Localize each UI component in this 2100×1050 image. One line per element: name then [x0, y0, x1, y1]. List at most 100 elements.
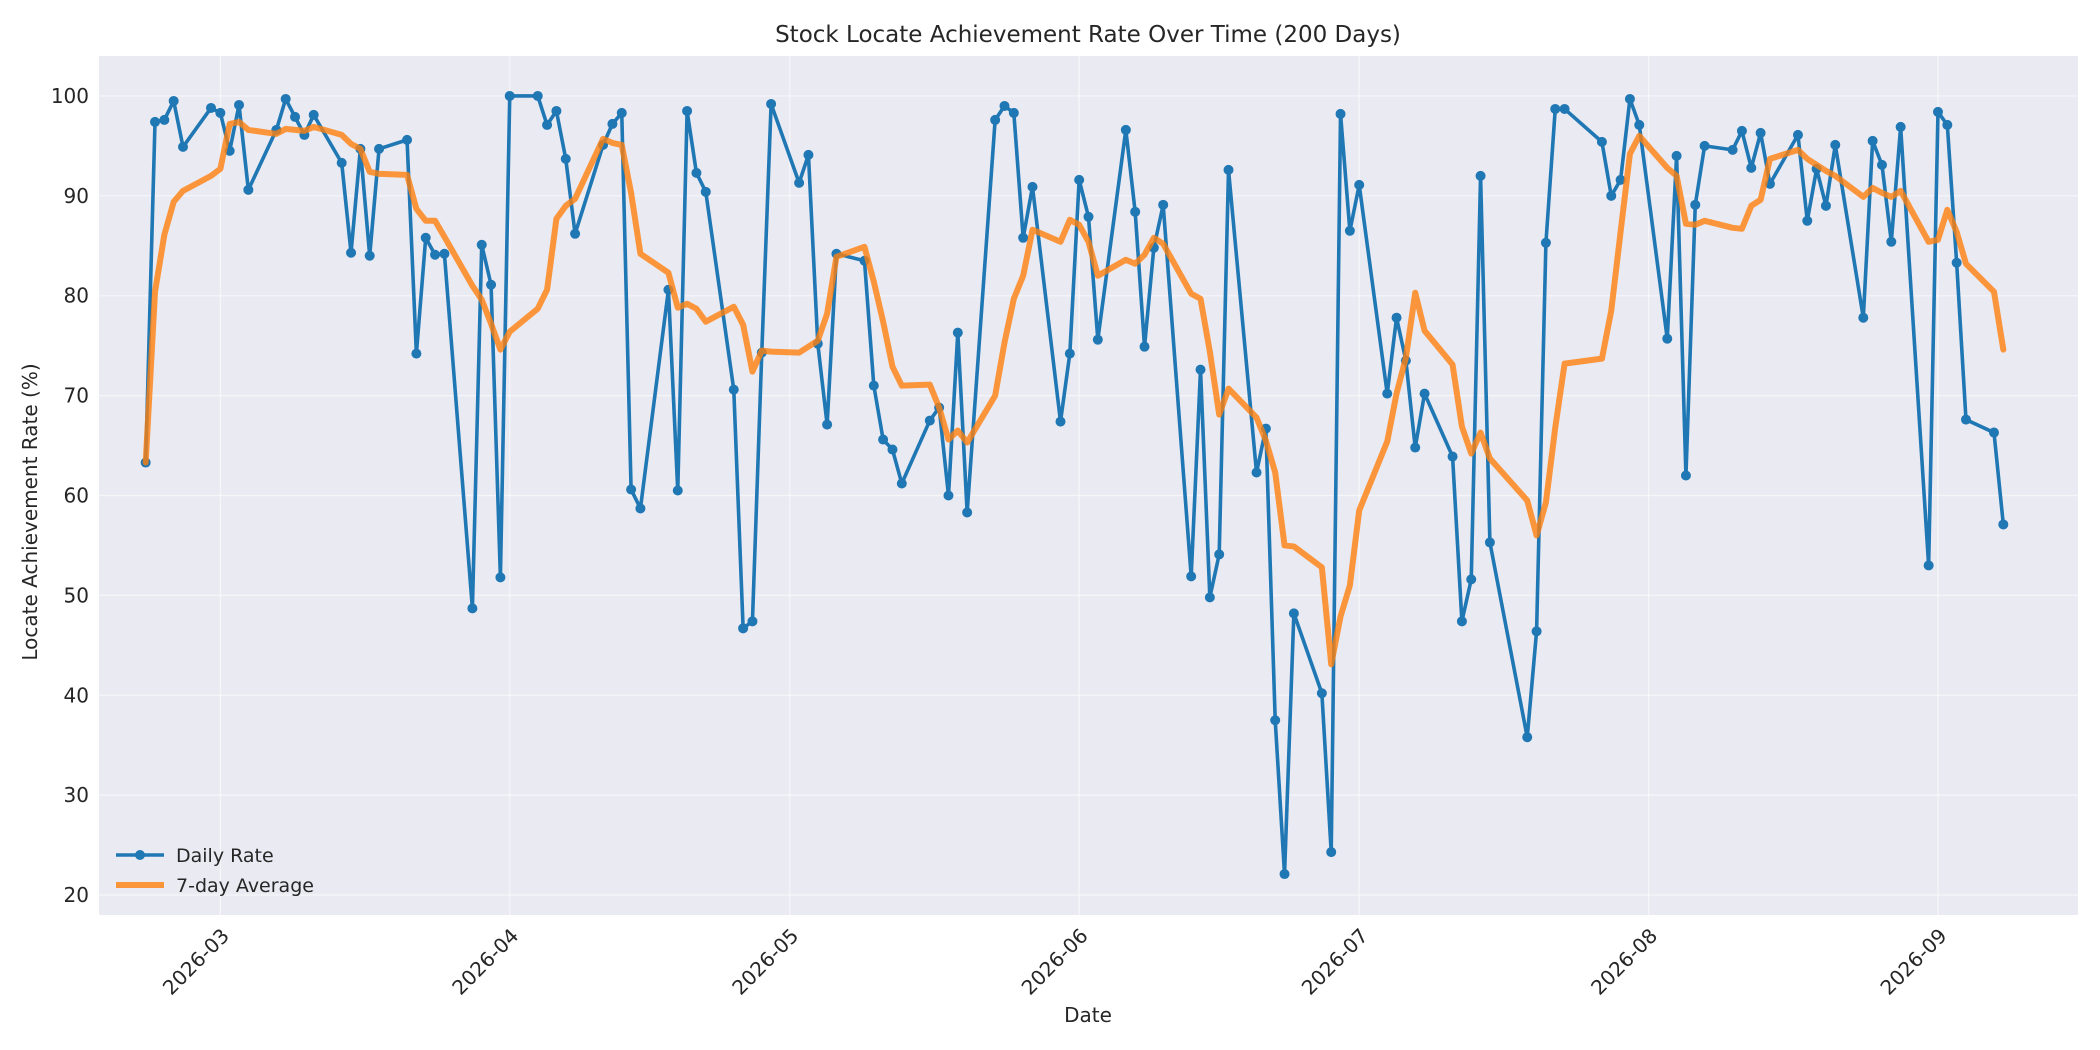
daily-rate-point [1867, 135, 1878, 146]
daily-rate-point [560, 153, 571, 164]
daily-rate-point [1382, 388, 1393, 399]
daily-rate-point [1820, 200, 1831, 211]
daily-rate-point [728, 384, 739, 395]
x-tick-label: 2026-06 [1017, 924, 1093, 1000]
daily-rate-point [178, 141, 189, 152]
daily-rate-point [896, 478, 907, 489]
daily-rate-point [1951, 257, 1962, 268]
daily-rate-point [1064, 348, 1075, 359]
daily-rate-point [1736, 125, 1747, 136]
daily-rate-point [1074, 174, 1085, 185]
daily-rate-point [168, 95, 179, 106]
daily-rate-point [1932, 106, 1943, 117]
daily-rate-point [1596, 136, 1607, 147]
x-tick-label: 2026-05 [727, 924, 803, 1000]
daily-rate-point [747, 616, 758, 627]
daily-rate-point [346, 247, 357, 258]
y-tick-label: 80 [64, 284, 89, 308]
daily-rate-point [570, 228, 581, 239]
daily-rate-point [616, 107, 627, 118]
daily-rate-point [1354, 179, 1365, 190]
daily-rate-point [467, 603, 478, 614]
daily-rate-point [1083, 211, 1094, 222]
chart-title: Stock Locate Achievement Rate Over Time … [775, 22, 1401, 48]
daily-rate-point [1792, 129, 1803, 140]
daily-rate-point [374, 143, 385, 154]
daily-rate-point [990, 114, 1001, 125]
daily-rate-point [1456, 616, 1467, 627]
daily-rate-point [822, 419, 833, 430]
daily-rate-point [1130, 206, 1141, 217]
x-tick-label: 2026-04 [447, 924, 523, 1000]
daily-rate-point [1531, 626, 1542, 637]
daily-rate-point [411, 348, 422, 359]
daily-rate-point [1634, 119, 1645, 130]
y-tick-label: 90 [64, 184, 89, 208]
daily-rate-point [1335, 108, 1346, 119]
daily-rate-point [868, 380, 879, 391]
daily-rate-point [1876, 159, 1887, 170]
daily-rate-point [1998, 519, 2009, 530]
daily-rate-point [1326, 847, 1337, 858]
plot-area [99, 56, 2078, 915]
daily-rate-point [243, 184, 254, 195]
legend-daily-rate-marker [135, 850, 145, 860]
y-tick-label: 30 [64, 783, 89, 807]
daily-rate-point [308, 109, 319, 120]
daily-rate-point [364, 250, 375, 261]
daily-rate-point [486, 279, 497, 290]
daily-rate-point [495, 572, 506, 583]
daily-rate-point [1223, 164, 1234, 175]
y-tick-label: 40 [64, 683, 89, 707]
daily-rate-point [1344, 225, 1355, 236]
x-tick-label: 2026-03 [158, 924, 234, 1000]
daily-rate-point [1522, 732, 1533, 743]
daily-rate-point [1447, 451, 1458, 462]
daily-rate-point [1802, 215, 1813, 226]
daily-rate-point [1671, 150, 1682, 161]
daily-rate-point [1018, 232, 1029, 243]
daily-rate-point [1139, 341, 1150, 352]
daily-rate-point [803, 149, 814, 160]
series-layer [140, 90, 2009, 880]
daily-rate-point [504, 90, 515, 101]
daily-rate-point [999, 100, 1010, 111]
daily-rate-point [1988, 427, 1999, 438]
y-tick-label: 50 [64, 583, 89, 607]
daily-rate-point [1923, 560, 1934, 571]
daily-rate-point [1484, 537, 1495, 548]
legend-seven-day-label: 7-day Average [176, 875, 314, 897]
daily-rate-point [766, 98, 777, 109]
daily-rate-point [420, 232, 431, 243]
daily-rate-point [626, 484, 637, 495]
daily-rate-point [542, 119, 553, 130]
daily-rate-point [924, 415, 935, 426]
x-axis-label: Date [1064, 1003, 1112, 1027]
daily-rate-point [439, 248, 450, 259]
daily-rate-point [794, 177, 805, 188]
daily-rate-point [1540, 237, 1551, 248]
daily-rate-point [402, 134, 413, 145]
daily-rate-point [1214, 549, 1225, 560]
daily-rate-point [1466, 574, 1477, 585]
daily-rate-point [336, 157, 347, 168]
daily-rate-point [1316, 688, 1327, 699]
daily-rate-point [1662, 333, 1673, 344]
daily-rate-point [1008, 107, 1019, 118]
daily-rate-point [1288, 608, 1299, 619]
daily-rate-point [1027, 181, 1038, 192]
daily-rate-point [1606, 190, 1617, 201]
daily-rate-point [234, 99, 245, 110]
daily-rate-point [1279, 869, 1290, 880]
daily-rate-point [1410, 442, 1421, 453]
daily-rate-point [943, 490, 954, 501]
y-tick-label: 100 [51, 84, 89, 108]
daily-rate-point [1858, 312, 1869, 323]
daily-rate-point [1830, 139, 1841, 150]
daily-rate-point [887, 444, 898, 455]
daily-rate-point [1475, 170, 1486, 181]
y-tick-label: 20 [64, 883, 89, 907]
daily-rate-point [1960, 414, 1971, 425]
daily-rate-point [1699, 140, 1710, 151]
